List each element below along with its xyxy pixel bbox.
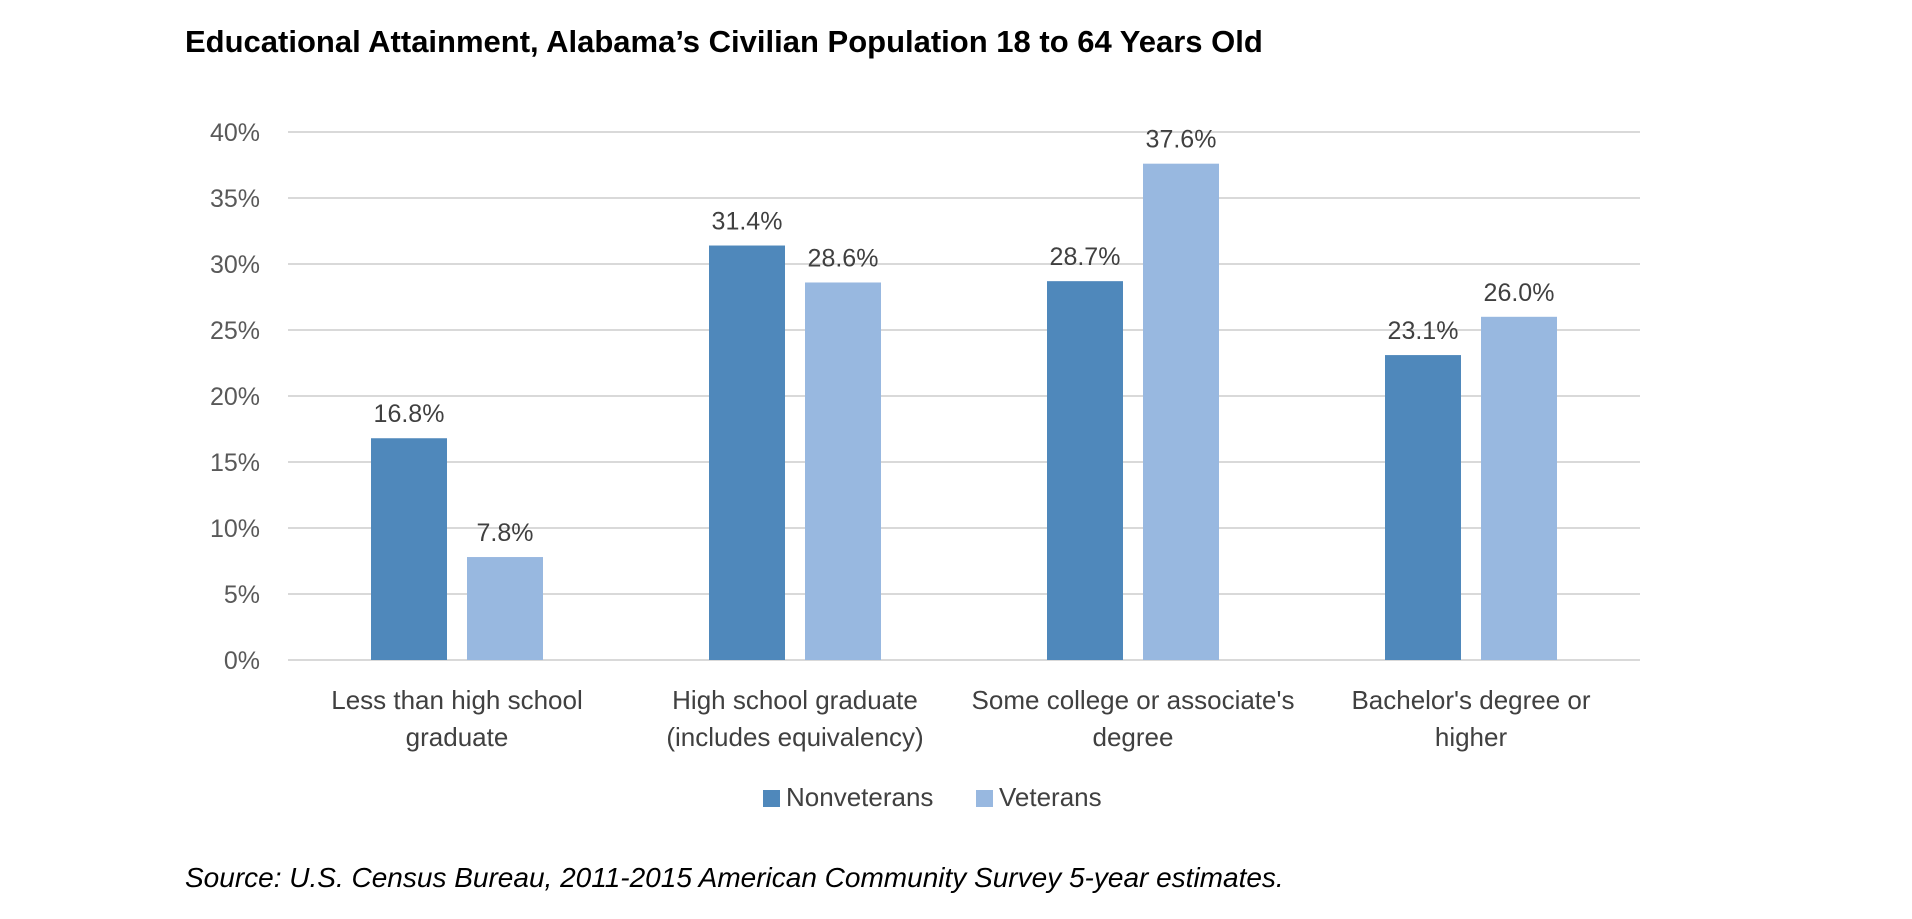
bar-nonveterans (1385, 355, 1461, 660)
legend-swatch-veterans (976, 790, 993, 807)
y-tick-label: 35% (210, 185, 260, 213)
data-label: 28.7% (1050, 243, 1121, 271)
x-category-label: graduate (406, 722, 509, 752)
y-tick-label: 10% (210, 515, 260, 543)
x-category-label: higher (1435, 722, 1508, 752)
y-tick-label: 40% (210, 119, 260, 147)
bar-veterans (1481, 316, 1557, 660)
y-tick-label: 25% (210, 317, 260, 345)
legend-swatch-nonveterans (763, 790, 780, 807)
x-category-label: degree (1093, 722, 1174, 752)
legend-label-veterans: Veterans (999, 782, 1102, 812)
x-category-label: Less than high school (331, 685, 583, 715)
bar-nonveterans (709, 245, 785, 660)
x-category-label: Some college or associate's (972, 685, 1295, 715)
data-label: 23.1% (1388, 317, 1459, 345)
data-label: 31.4% (712, 208, 783, 236)
data-label: 26.0% (1484, 279, 1555, 307)
x-category-label: (includes equivalency) (666, 722, 923, 752)
y-tick-label: 15% (210, 449, 260, 477)
bar-veterans (1143, 163, 1219, 660)
y-tick-label: 30% (210, 251, 260, 279)
y-tick-label: 5% (224, 581, 260, 609)
data-label: 7.8% (477, 519, 534, 547)
legend-label-nonveterans: Nonveterans (786, 782, 933, 812)
chart-title: Educational Attainment, Alabama’s Civili… (185, 24, 1263, 59)
bar-veterans (467, 557, 543, 660)
data-label: 28.6% (808, 244, 879, 272)
data-label: 16.8% (374, 400, 445, 428)
y-tick-label: 20% (210, 383, 260, 411)
data-label: 37.6% (1146, 126, 1217, 154)
bar-veterans (805, 282, 881, 660)
bar-nonveterans (1047, 281, 1123, 660)
x-category-label: Bachelor's degree or (1351, 685, 1590, 715)
x-category-label: High school graduate (672, 685, 918, 715)
chart-source-note: Source: U.S. Census Bureau, 2011-2015 Am… (185, 862, 1284, 893)
bar-nonveterans (371, 438, 447, 660)
y-tick-label: 0% (224, 647, 260, 675)
